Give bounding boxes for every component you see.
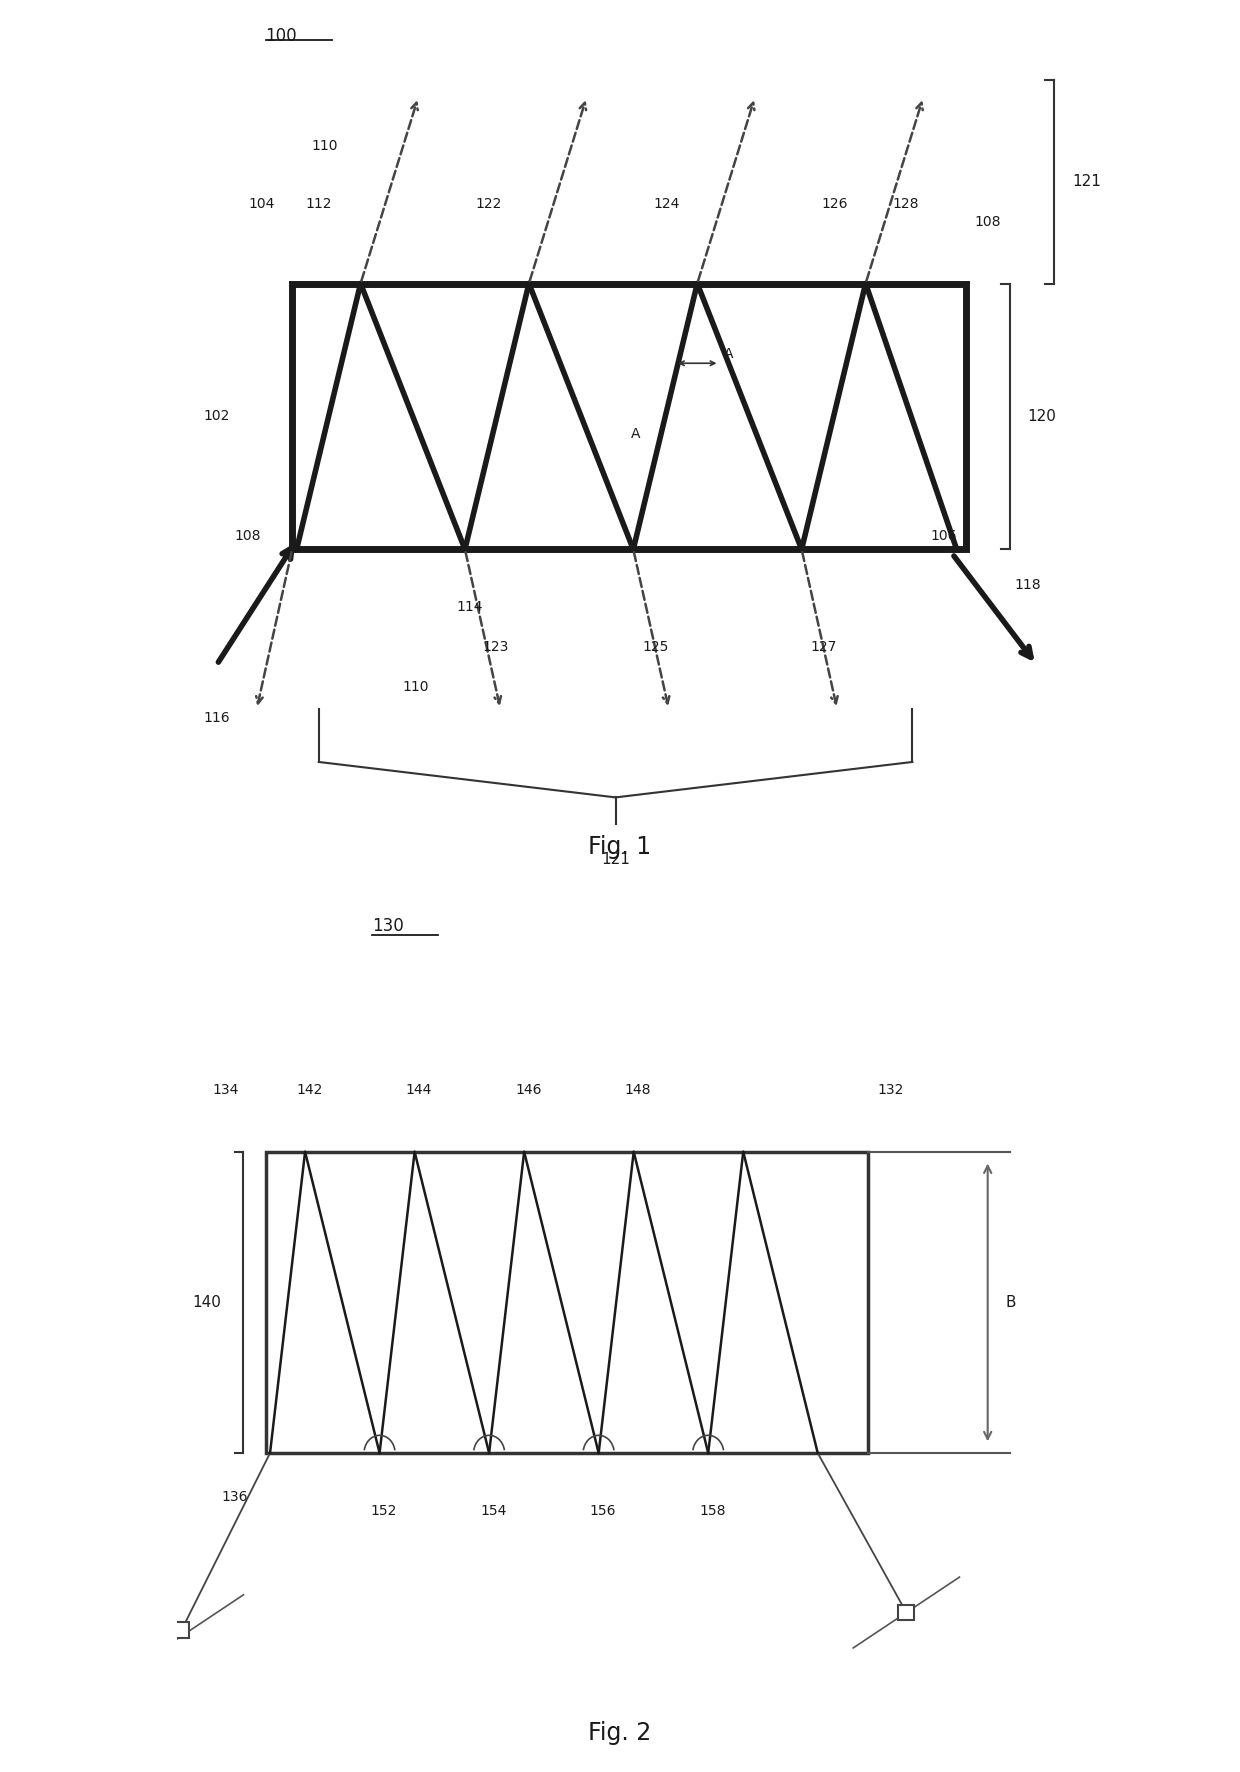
Bar — [898, 1605, 914, 1620]
Text: 124: 124 — [653, 197, 680, 211]
Text: 136: 136 — [222, 1490, 248, 1504]
Text: 102: 102 — [203, 409, 231, 424]
Text: 106: 106 — [930, 530, 957, 542]
Text: 140: 140 — [192, 1295, 221, 1310]
Bar — [265, 1152, 868, 1453]
Text: 130: 130 — [372, 918, 404, 936]
Text: 116: 116 — [203, 711, 231, 725]
Text: 126: 126 — [821, 197, 848, 211]
Text: 112: 112 — [305, 197, 332, 211]
Text: 108: 108 — [975, 214, 1001, 229]
Text: 121: 121 — [601, 852, 630, 867]
Text: 123: 123 — [482, 640, 510, 654]
Text: 127: 127 — [811, 640, 837, 654]
Text: A: A — [724, 347, 733, 361]
Text: B: B — [1006, 1295, 1016, 1310]
Text: A: A — [631, 427, 640, 441]
Text: 128: 128 — [892, 197, 919, 211]
Text: 144: 144 — [405, 1083, 433, 1097]
Text: 114: 114 — [456, 601, 482, 613]
Text: 110: 110 — [403, 680, 429, 693]
Text: 100: 100 — [265, 27, 298, 44]
Text: 152: 152 — [371, 1504, 397, 1517]
Text: 118: 118 — [1014, 578, 1040, 592]
Text: 134: 134 — [212, 1083, 239, 1097]
Text: 142: 142 — [296, 1083, 322, 1097]
Text: 125: 125 — [642, 640, 668, 654]
Text: 158: 158 — [699, 1504, 725, 1517]
Text: 120: 120 — [1028, 409, 1056, 424]
Bar — [293, 284, 966, 549]
Text: 156: 156 — [590, 1504, 616, 1517]
Text: 104: 104 — [248, 197, 274, 211]
Text: 154: 154 — [480, 1504, 507, 1517]
Bar — [174, 1623, 190, 1637]
Text: 132: 132 — [877, 1083, 903, 1097]
Text: 110: 110 — [311, 140, 339, 152]
Text: Fig. 1: Fig. 1 — [589, 835, 651, 859]
Text: 148: 148 — [625, 1083, 651, 1097]
Text: 122: 122 — [476, 197, 502, 211]
Text: 108: 108 — [234, 530, 262, 542]
Text: 121: 121 — [1071, 174, 1101, 190]
Text: 146: 146 — [516, 1083, 542, 1097]
Text: Fig. 2: Fig. 2 — [588, 1721, 652, 1745]
